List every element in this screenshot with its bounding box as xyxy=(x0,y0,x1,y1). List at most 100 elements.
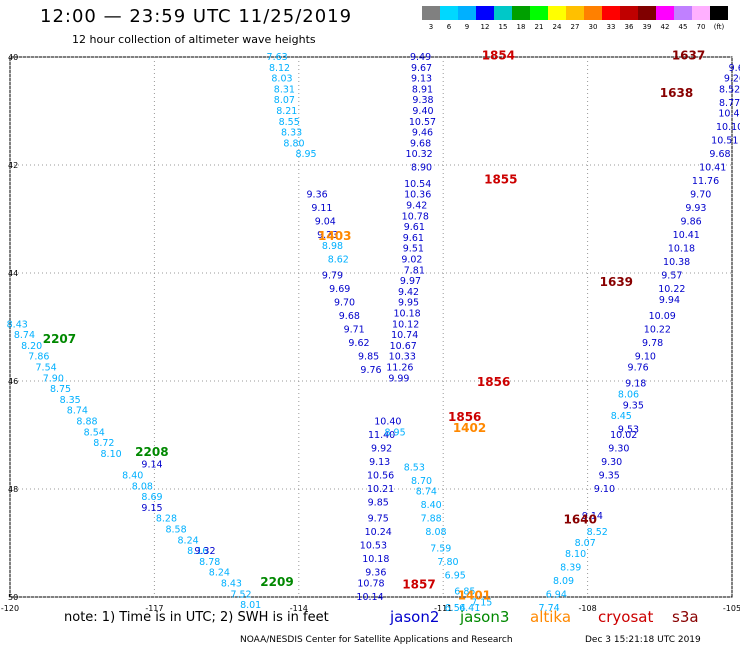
scale-swatch xyxy=(710,6,728,20)
swh-point: 8.21 xyxy=(276,106,297,117)
swh-point: 10.74 xyxy=(391,330,418,341)
x-tick-label: -114 xyxy=(290,604,308,613)
scale-label: 18 xyxy=(516,23,526,31)
swh-point: 10.18 xyxy=(393,309,420,320)
pass-time-label: 1638 xyxy=(660,86,693,100)
swh-point: 9.75 xyxy=(368,514,389,525)
swh-point: 7.59 xyxy=(430,543,451,554)
swh-point: 8.07 xyxy=(274,95,295,106)
pass-time-label: 1854 xyxy=(482,48,515,62)
swh-point: 9.36 xyxy=(365,568,386,579)
scale-label: 6 xyxy=(446,23,452,31)
swh-point: 9.71 xyxy=(344,325,365,336)
legend-jason2: jason2 xyxy=(390,608,440,626)
swh-point: 8.52 xyxy=(719,84,740,95)
swh-point: 9.38 xyxy=(412,95,433,106)
pass-time-label: 1403 xyxy=(318,229,351,243)
swh-point: 9.76 xyxy=(360,365,381,376)
swh-point: 10.78 xyxy=(357,579,384,590)
swh-point: 8.40 xyxy=(122,471,143,482)
y-tick-label: 50 xyxy=(8,593,18,602)
swh-point: 8.75 xyxy=(50,384,71,395)
swh-point: 10.10 xyxy=(716,122,740,133)
pass-time-label: 1401 xyxy=(458,588,491,602)
swh-point: 8.35 xyxy=(60,395,81,406)
swh-point: 9.30 xyxy=(608,444,629,455)
swh-point: 8.06 xyxy=(618,390,639,401)
swh-point: 9.79 xyxy=(322,271,343,282)
swh-point: 8.95 xyxy=(384,427,405,438)
swh-point: 9.13 xyxy=(411,74,432,85)
swh-point: 9.78 xyxy=(642,338,663,349)
legend-cryosat: cryosat xyxy=(598,608,654,626)
swh-point: 9.68 xyxy=(339,311,360,322)
swh-point: 8.53 xyxy=(404,462,425,473)
swh-point: 9.53 xyxy=(618,425,639,436)
swh-point: 7.15 xyxy=(471,597,492,608)
swh-point: 9.61 xyxy=(403,233,424,244)
swh-point: 9.68 xyxy=(709,149,730,160)
timestamp-text: Dec 3 15:21:18 UTC 2019 xyxy=(585,635,701,645)
scale-label: 27 xyxy=(570,23,580,31)
swh-point: 9.85 xyxy=(368,498,389,509)
swh-point: 6.95 xyxy=(445,570,466,581)
swh-point: 9.93 xyxy=(685,203,706,214)
scale-swatch xyxy=(476,6,494,20)
swh-point: 7.80 xyxy=(437,557,458,568)
swh-point: 9.35 xyxy=(623,400,644,411)
swh-point: 7.52 xyxy=(230,589,251,600)
swh-point: 10.57 xyxy=(409,117,436,128)
x-tick-label: -105 xyxy=(723,604,740,613)
scale-swatch xyxy=(602,6,620,20)
swh-point: 9.14 xyxy=(141,460,162,471)
swh-point: 9.94 xyxy=(659,295,680,306)
x-tick-label: -108 xyxy=(579,604,597,613)
scale-label: 24 xyxy=(552,23,562,31)
swh-point: 10.09 xyxy=(649,311,676,322)
swh-point: 10.02 xyxy=(610,430,637,441)
swh-point: 9.23 xyxy=(317,230,338,241)
swh-point: 11.26 xyxy=(386,363,413,374)
swh-point: 8.09 xyxy=(553,576,574,587)
swh-point: 10.41 xyxy=(673,230,700,241)
swh-point: 8.62 xyxy=(328,255,349,266)
x-tick-label: -111 xyxy=(434,604,452,613)
pass-time-label: 1402 xyxy=(453,421,486,435)
swh-point: 9.85 xyxy=(358,352,379,363)
swh-point: 9.51 xyxy=(403,244,424,255)
scale-label: 33 xyxy=(606,23,616,31)
swh-point: 10.36 xyxy=(404,190,431,201)
swh-point: 8.72 xyxy=(93,438,114,449)
scale-swatch xyxy=(566,6,584,20)
scale-swatch xyxy=(440,6,458,20)
swh-point: 9.76 xyxy=(628,363,649,374)
swh-point: 9.13 xyxy=(369,457,390,468)
scale-swatch xyxy=(692,6,710,20)
swh-point: 7.54 xyxy=(36,363,57,374)
credit-text: NOAA/NESDIS Center for Satellite Applica… xyxy=(240,635,513,645)
swh-point: 8.52 xyxy=(587,527,608,538)
swh-point: 9.49 xyxy=(410,52,431,63)
swh-point: 9.04 xyxy=(315,217,336,228)
swh-point: 9.67 xyxy=(411,63,432,74)
swh-point: 10.33 xyxy=(389,352,416,363)
swh-point: 9.14 xyxy=(582,511,603,522)
scale-label: 70 xyxy=(696,23,706,31)
scale-label: 15 xyxy=(498,23,508,31)
scale-swatch xyxy=(530,6,548,20)
x-tick-label: -117 xyxy=(145,604,163,613)
y-tick-label: 48 xyxy=(8,485,18,494)
swh-point: 9.68 xyxy=(410,138,431,149)
swh-point: 9.92 xyxy=(371,444,392,455)
swh-point: 8.40 xyxy=(421,500,442,511)
pass-time-label: 1855 xyxy=(484,173,517,187)
scale-swatch xyxy=(458,6,476,20)
swh-point: 7.86 xyxy=(28,352,49,363)
swh-point: 10.56 xyxy=(367,471,394,482)
swh-point: 9.57 xyxy=(661,271,682,282)
swh-point: 9.99 xyxy=(388,373,409,384)
pass-time-label: 2207 xyxy=(43,332,76,346)
swh-point: 8.01 xyxy=(240,600,261,611)
swh-point: 10.40 xyxy=(374,417,401,428)
swh-point: 8.24 xyxy=(209,568,230,579)
